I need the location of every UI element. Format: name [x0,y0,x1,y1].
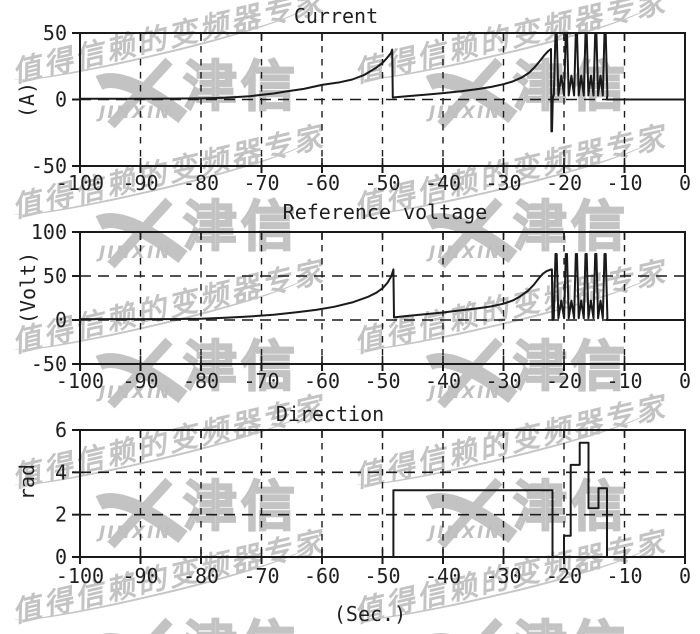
watermark-logo-cn: 津信 [182,616,299,634]
x-tick-label: -20 [546,564,582,588]
y-tick-label: 0 [55,545,67,569]
watermark-jinxin-logo: 津信 JINXIN [425,335,645,409]
chart-title-reference-voltage: Reference voltage [282,200,488,224]
watermark-logo-en: JINXIN [429,383,502,403]
watermark-logo-cn: 津信 [512,335,629,398]
y-axis-label-current: (A) [15,81,39,119]
jinxin-x-icon [425,57,518,129]
chart-1: -100 -90 -80 -70 -60 -50 -40 -30 -20 -10 0100500-5… [31,220,691,393]
y-tick-label: 0 [55,88,67,112]
x-tick-label: 0 [679,171,691,195]
x-tick-label: -80 [183,171,219,195]
jinxin-x-icon [433,617,503,634]
x-tick-label: -50 [364,564,400,588]
watermark-logo-en: JINXIN [429,243,502,263]
x-tick-label: -20 [546,171,582,195]
chart-title-direction: Direction [275,402,385,426]
x-tick-label: -10 [606,369,642,393]
x-tick-label: -90 [122,564,158,588]
x-tick-label: -80 [183,564,219,588]
x-tick-label: 0 [679,369,691,393]
y-tick-label: 50 [43,264,67,288]
watermark-logo-en: JINXIN [429,523,502,543]
x-tick-label: -10 [606,564,642,588]
x-tick-label: -30 [485,564,521,588]
jinxin-x-icon [425,337,518,409]
x-tick-label: -60 [304,369,340,393]
watermark-logo-en: JINXIN [99,383,172,403]
y-tick-label: 4 [55,460,67,484]
x-tick-label: -40 [425,564,461,588]
y-tick-label: 100 [31,220,67,244]
y-axis-label-direction: rad [15,463,39,501]
x-tick-label: -80 [183,369,219,393]
y-tick-label: 50 [43,21,67,45]
series-line [79,32,686,133]
x-tick-label: -40 [425,369,461,393]
x-tick-label: -100 [56,369,104,393]
x-tick-label: -90 [122,369,158,393]
x-tick-label: -30 [485,171,521,195]
jinxin-x-icon [95,57,188,129]
watermark-logo-cn: 津信 [512,195,629,258]
y-axis-label-voltage: (Volt) [16,251,40,325]
x-tick-label: -90 [122,171,158,195]
y-tick-label: -50 [31,352,67,376]
x-tick-label: -70 [243,369,279,393]
watermark-logo-en: JINXIN [429,103,502,123]
watermark-logo-en: JINXIN [99,103,172,123]
jinxin-x-icon [95,337,188,409]
x-tick-label: -100 [56,564,104,588]
x-axis-unit-label: (Sec.) [333,602,407,626]
y-tick-label: 0 [55,308,67,332]
watermark-logo-en: JINXIN [99,523,172,543]
x-tick-label: -50 [364,369,400,393]
watermark-logo-en: JINXIN [99,243,172,263]
x-tick-label: -10 [606,171,642,195]
x-tick-label: -30 [485,369,521,393]
x-tick-label: -60 [304,171,340,195]
y-tick-label: 6 [55,418,67,442]
series-line [79,441,686,558]
x-tick-label: -70 [243,564,279,588]
x-tick-label: 0 [679,564,691,588]
chart-title-current: Current [293,4,379,28]
watermark-logo-cn: 津信 [512,616,629,634]
x-tick-label: -60 [304,564,340,588]
jinxin-x-icon [425,477,518,549]
x-tick-label: -20 [546,369,582,393]
y-tick-label: 2 [55,503,67,527]
x-tick-label: -100 [56,171,104,195]
x-tick-label: -70 [243,171,279,195]
jinxin-x-icon [103,617,173,634]
series-line [79,253,686,321]
y-tick-label: -50 [31,154,67,178]
x-tick-label: -50 [364,171,400,195]
x-tick-label: -40 [425,171,461,195]
